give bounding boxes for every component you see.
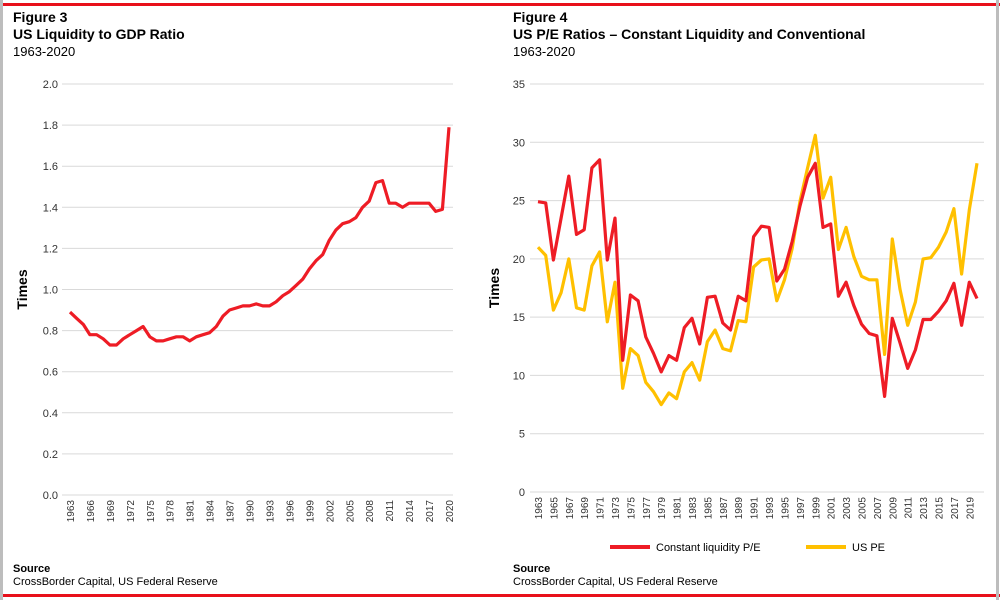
x-tick-label: 2015 bbox=[934, 497, 945, 520]
y-tick-label: 1.8 bbox=[43, 120, 58, 132]
x-tick-label: 2011 bbox=[385, 500, 396, 522]
x-tick-label: 2017 bbox=[425, 500, 436, 523]
y-tick-label: 2.0 bbox=[43, 79, 58, 91]
series-line-liquidity-gdp bbox=[68, 127, 451, 347]
x-tick-label: 1963 bbox=[66, 500, 77, 523]
x-tick-label: 2003 bbox=[842, 497, 853, 520]
x-tick-label: 1981 bbox=[673, 497, 684, 520]
y-tick-label: 25 bbox=[513, 196, 525, 208]
figure-number: Figure 4 bbox=[513, 9, 568, 25]
x-tick-label: 1973 bbox=[611, 497, 622, 520]
x-tick-label: 2013 bbox=[919, 497, 930, 520]
x-tick-label: 1975 bbox=[626, 497, 637, 520]
figure-3-source: Source CrossBorder Capital, US Federal R… bbox=[13, 563, 218, 589]
source-label: Source bbox=[513, 563, 551, 575]
figure-number: Figure 3 bbox=[13, 9, 68, 25]
x-tick-label: 1997 bbox=[796, 497, 807, 520]
y-tick-label: 10 bbox=[513, 370, 525, 382]
x-tick-label: 1969 bbox=[106, 500, 117, 523]
right-edge bbox=[996, 0, 999, 600]
y-tick-label: 0.8 bbox=[43, 326, 58, 338]
x-tick-label: 1969 bbox=[580, 497, 591, 520]
x-tick-label: 2014 bbox=[405, 500, 416, 523]
x-tick-label: 1999 bbox=[811, 497, 822, 520]
y-tick-label: 0.6 bbox=[43, 367, 58, 379]
figure-subtitle: 1963-2020 bbox=[513, 44, 576, 59]
x-tick-label: 2020 bbox=[445, 500, 456, 523]
x-tick-label: 1978 bbox=[166, 500, 177, 523]
x-tick-label: 2007 bbox=[873, 497, 884, 520]
y-axis-label: Times bbox=[486, 268, 502, 308]
series-line-constant-liquidity-p-e bbox=[537, 158, 979, 398]
x-tick-label: 1987 bbox=[719, 497, 730, 520]
x-tick-label: 1977 bbox=[642, 497, 653, 520]
x-tick-label: 2019 bbox=[965, 497, 976, 520]
x-tick-label: 1989 bbox=[734, 497, 745, 520]
y-axis-label: Times bbox=[14, 269, 30, 309]
x-tick-label: 1967 bbox=[565, 497, 576, 520]
x-tick-label: 1984 bbox=[206, 500, 217, 523]
top-rule bbox=[0, 3, 1000, 6]
legend-label: Constant liquidity P/E bbox=[656, 542, 761, 554]
figure-4-source: Source CrossBorder Capital, US Federal R… bbox=[513, 563, 718, 589]
figure-4-header: Figure 4 US P/E Ratios – Constant Liquid… bbox=[513, 9, 865, 60]
x-tick-label: 1981 bbox=[186, 500, 197, 523]
y-tick-label: 0.4 bbox=[43, 408, 58, 420]
source-text: CrossBorder Capital, US Federal Reserve bbox=[13, 576, 218, 588]
y-tick-label: 15 bbox=[513, 312, 525, 324]
x-tick-label: 2008 bbox=[365, 500, 376, 523]
x-tick-label: 2009 bbox=[888, 497, 899, 520]
x-tick-label: 2005 bbox=[857, 497, 868, 520]
figure-subtitle: 1963-2020 bbox=[13, 44, 76, 59]
y-tick-label: 1.0 bbox=[43, 285, 58, 297]
x-tick-label: 2017 bbox=[950, 497, 961, 520]
x-tick-label: 1963 bbox=[534, 497, 545, 520]
figure-title: US P/E Ratios – Constant Liquidity and C… bbox=[513, 26, 866, 42]
y-tick-label: 5 bbox=[519, 429, 525, 441]
x-tick-label: 1985 bbox=[703, 497, 714, 520]
x-tick-label: 2005 bbox=[345, 500, 356, 523]
x-tick-label: 1983 bbox=[688, 497, 699, 520]
y-tick-label: 0 bbox=[519, 487, 525, 499]
x-tick-label: 1999 bbox=[305, 500, 316, 523]
x-tick-label: 1972 bbox=[126, 500, 137, 523]
x-tick-label: 1975 bbox=[146, 500, 157, 523]
y-tick-label: 1.2 bbox=[43, 243, 58, 255]
x-tick-label: 1987 bbox=[226, 500, 237, 523]
x-tick-label: 1995 bbox=[780, 497, 791, 520]
y-tick-label: 0.2 bbox=[43, 449, 58, 461]
x-tick-label: 1993 bbox=[765, 497, 776, 520]
x-tick-label: 2011 bbox=[904, 497, 915, 519]
x-tick-label: 1996 bbox=[285, 500, 296, 523]
x-tick-label: 1966 bbox=[86, 500, 97, 523]
x-tick-label: 1979 bbox=[657, 497, 668, 520]
y-tick-label: 20 bbox=[513, 254, 525, 266]
x-tick-label: 1990 bbox=[246, 500, 257, 523]
x-tick-label: 2002 bbox=[325, 500, 336, 523]
figure-title: US Liquidity to GDP Ratio bbox=[13, 26, 185, 42]
x-tick-label: 2001 bbox=[827, 497, 838, 520]
x-tick-label: 1991 bbox=[750, 497, 761, 520]
figure-3-header: Figure 3 US Liquidity to GDP Ratio 1963-… bbox=[13, 9, 185, 60]
source-label: Source bbox=[13, 563, 51, 575]
bottom-rule bbox=[0, 594, 1000, 597]
series-line-us-pe bbox=[536, 133, 979, 407]
legend-label: US PE bbox=[852, 542, 885, 554]
y-tick-label: 35 bbox=[513, 79, 525, 91]
x-tick-label: 1965 bbox=[549, 497, 560, 520]
y-tick-label: 0.0 bbox=[43, 490, 58, 502]
source-text: CrossBorder Capital, US Federal Reserve bbox=[513, 576, 718, 588]
y-tick-label: 1.6 bbox=[43, 161, 58, 173]
y-tick-label: 1.4 bbox=[43, 202, 58, 214]
x-tick-label: 1971 bbox=[596, 497, 607, 520]
y-tick-label: 30 bbox=[513, 137, 525, 149]
left-edge bbox=[0, 0, 3, 600]
x-tick-label: 1993 bbox=[265, 500, 276, 523]
